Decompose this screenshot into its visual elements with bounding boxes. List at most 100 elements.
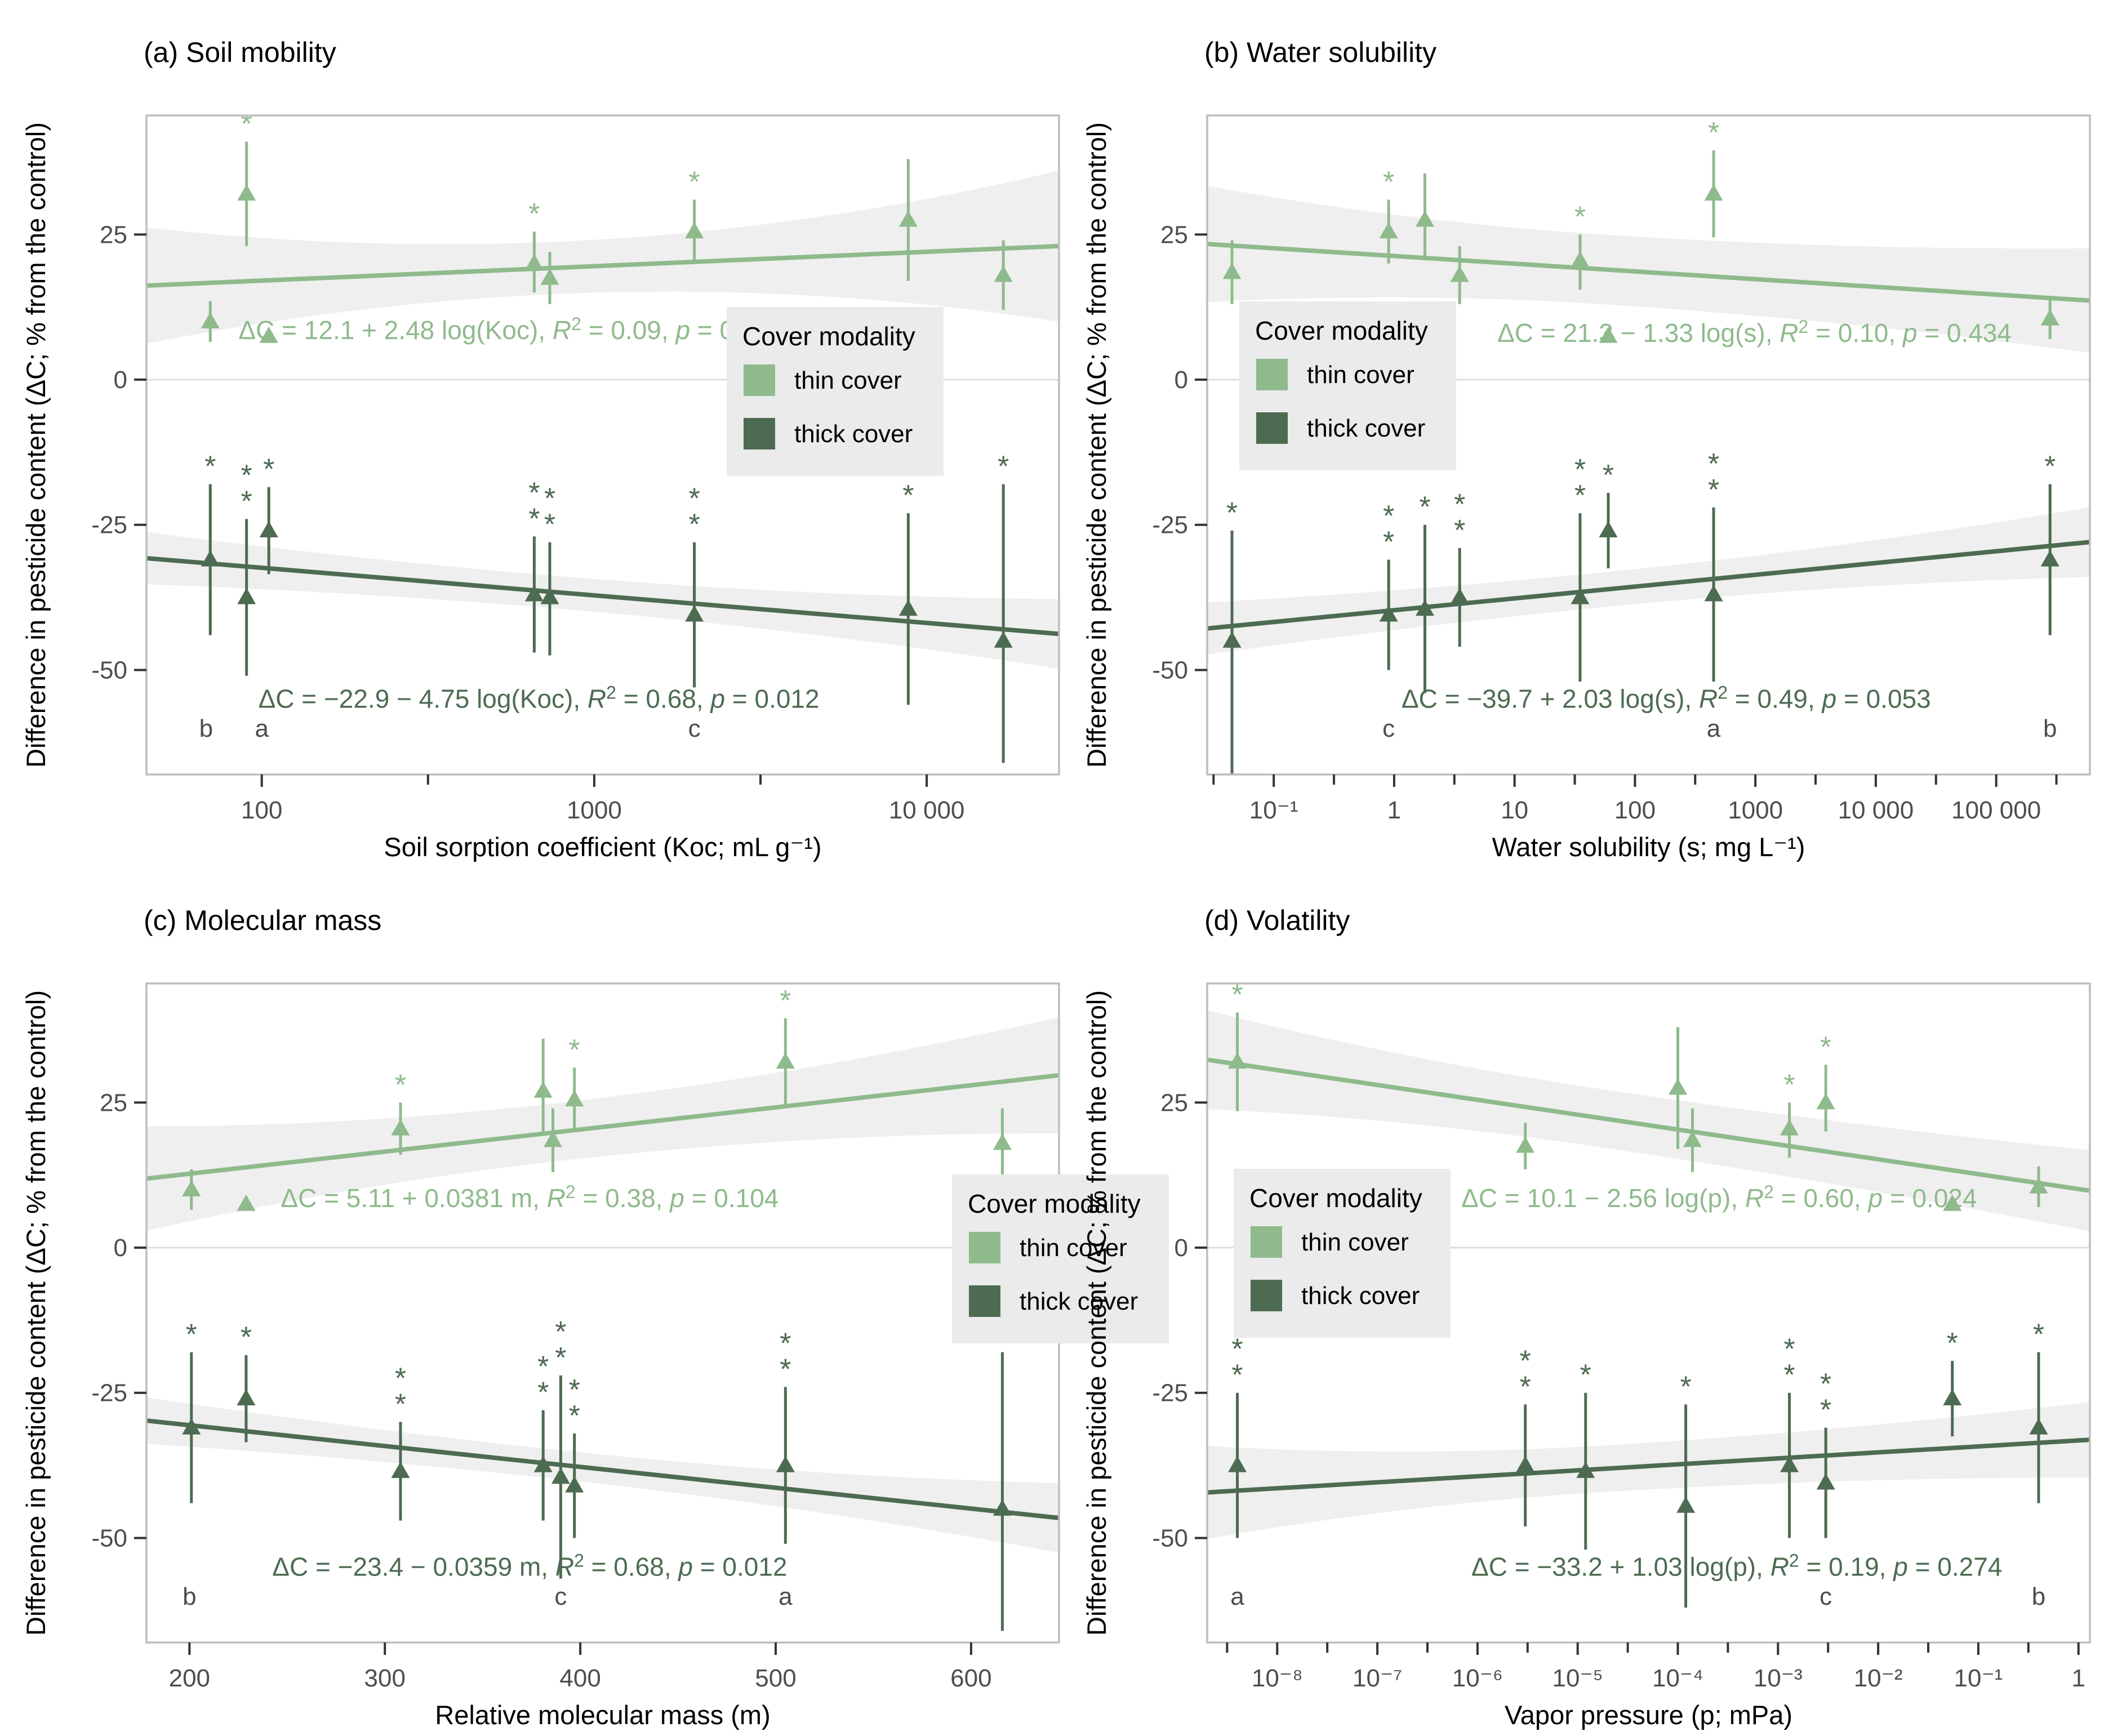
y-tick-label: 25 xyxy=(1160,221,1188,248)
legend-item-label: thin cover xyxy=(1307,361,1414,389)
significance-asterisk: * xyxy=(1820,1394,1831,1427)
x-tick-label: 10⁻³ xyxy=(1754,1664,1803,1692)
significance-asterisk: * xyxy=(1419,491,1430,524)
thick-cover-series-c: ************* xyxy=(146,1316,1059,1631)
significance-asterisk: * xyxy=(263,453,274,486)
significance-letter: a xyxy=(778,1583,793,1610)
legend-d: Cover modality thin cover thick cover xyxy=(1234,1169,1451,1338)
triangle-marker xyxy=(1415,210,1434,227)
x-tick-label: 10 000 xyxy=(889,796,965,824)
equation-label: ΔC = −23.4 − 0.0359 m, R2 = 0.68, p = 0.… xyxy=(272,1550,787,1581)
x-tick-label: 10⁻⁴ xyxy=(1652,1664,1703,1692)
significance-asterisk: * xyxy=(528,502,540,535)
significance-asterisk: * xyxy=(544,509,555,541)
significance-asterisk: * xyxy=(395,1069,406,1101)
significance-asterisk: * xyxy=(688,483,700,515)
triangle-marker xyxy=(994,631,1013,648)
legend-item-label: thin cover xyxy=(1020,1234,1127,1262)
triangle-marker xyxy=(533,1081,553,1098)
significance-asterisk: * xyxy=(1574,479,1586,512)
significance-letter: b xyxy=(199,715,213,742)
significance-asterisk: * xyxy=(2044,451,2056,483)
significance-asterisk: * xyxy=(544,483,555,515)
significance-asterisk: * xyxy=(2033,1319,2044,1351)
data-layer: *************** xyxy=(1207,117,2090,774)
thin-cover-series-c: * * * xyxy=(146,985,1059,1231)
significance-asterisk: * xyxy=(998,451,1009,483)
x-tick-label: 1000 xyxy=(1728,796,1783,824)
significance-asterisk: * xyxy=(1574,201,1586,233)
significance-asterisk: * xyxy=(1820,1368,1831,1401)
significance-asterisk: * xyxy=(1708,448,1719,480)
significance-asterisk: * xyxy=(186,1319,197,1351)
thick-cover-series-b: *** *** ** * ** * xyxy=(1207,448,2090,774)
confidence-band xyxy=(146,170,1059,344)
x-tick-label: 10⁻⁵ xyxy=(1552,1664,1603,1692)
triangle-marker xyxy=(237,587,256,604)
panel-border xyxy=(1206,982,2091,1644)
significance-asterisk: * xyxy=(1226,497,1238,529)
y-axis-title: Difference in pesticide content (ΔC; % f… xyxy=(1082,990,1111,1636)
triangle-marker xyxy=(391,1461,410,1478)
legend-title: Cover modality xyxy=(742,322,915,351)
significance-asterisk: * xyxy=(1231,1333,1243,1366)
x-tick-label: 10⁻² xyxy=(1854,1664,1903,1692)
significance-asterisk: * xyxy=(1820,1031,1831,1063)
data-layer: *************** xyxy=(1207,979,2090,1608)
equation-label: ΔC = 21.3 − 1.33 log(s), R2 = 0.10, p = … xyxy=(1497,317,2012,348)
y-tick-label: 25 xyxy=(100,221,127,248)
data-layer: **************** xyxy=(146,985,1059,1631)
triangle-marker xyxy=(182,1179,201,1196)
data-layer: *************** xyxy=(146,115,1059,763)
thick-cover-swatch-icon xyxy=(1251,1280,1282,1311)
significance-asterisk: * xyxy=(902,479,914,512)
legend-a: Cover modality thin cover thick cover xyxy=(727,307,944,476)
triangle-marker xyxy=(776,1455,795,1472)
significance-asterisk: * xyxy=(780,985,791,1017)
significance-asterisk: * xyxy=(1783,1333,1795,1366)
regression-line xyxy=(1207,540,2090,631)
triangle-marker xyxy=(259,326,278,343)
legend-b: Cover modality thin cover thick cover xyxy=(1239,301,1456,470)
thin-cover-series-d: * * * xyxy=(1207,979,2090,1232)
triangle-marker xyxy=(1450,265,1469,282)
triangle-marker xyxy=(1669,1078,1688,1095)
significance-asterisk: * xyxy=(1708,474,1719,506)
thin-cover-swatch-icon xyxy=(969,1232,1000,1263)
triangle-marker xyxy=(1599,521,1618,538)
x-axis-title: Water solubility (s; mg L⁻¹) xyxy=(1492,832,1805,862)
triangle-marker xyxy=(993,1133,1012,1150)
triangle-marker xyxy=(1571,251,1590,268)
regression-line xyxy=(146,1073,1059,1181)
x-tick-label: 200 xyxy=(169,1664,210,1692)
x-tick-label: 600 xyxy=(950,1664,991,1692)
triangle-marker xyxy=(1222,631,1242,648)
y-tick-label: -50 xyxy=(91,656,127,684)
x-tick-label: 10⁻⁸ xyxy=(1252,1664,1303,1692)
legend-item-label: thick cover xyxy=(1301,1282,1420,1310)
x-tick-label: 10⁻⁶ xyxy=(1452,1664,1503,1692)
thick-cover-swatch-icon xyxy=(1256,412,1288,444)
x-tick-label: 500 xyxy=(755,1664,796,1692)
y-tick-label: 0 xyxy=(114,1234,127,1262)
triangle-marker xyxy=(685,605,704,622)
significance-letter: a xyxy=(1230,1583,1244,1610)
regression-line xyxy=(1207,242,2090,303)
equation-label: ΔC = −39.7 + 2.03 log(s), R2 = 0.49, p =… xyxy=(1402,682,1931,713)
x-tick-label: 400 xyxy=(559,1664,600,1692)
significance-asterisk: * xyxy=(1231,979,1243,1012)
x-tick-label: 100 xyxy=(241,796,282,824)
triangle-marker xyxy=(1599,326,1618,343)
significance-asterisk: * xyxy=(569,1034,580,1066)
legend-item-label: thin cover xyxy=(1301,1228,1409,1256)
triangle-marker xyxy=(1516,1455,1535,1472)
significance-asterisk: * xyxy=(780,1327,791,1360)
x-tick-label: 10⁻¹ xyxy=(1249,796,1298,824)
panel-title: (a) Soil mobility xyxy=(144,37,336,68)
panel-c: ****************ΔC = 5.11 + 0.0381 m, R2… xyxy=(21,905,1169,1730)
significance-asterisk: * xyxy=(1383,166,1394,198)
triangle-marker xyxy=(540,587,559,604)
significance-asterisk: * xyxy=(1783,1069,1795,1101)
triangle-marker xyxy=(1816,1473,1835,1490)
